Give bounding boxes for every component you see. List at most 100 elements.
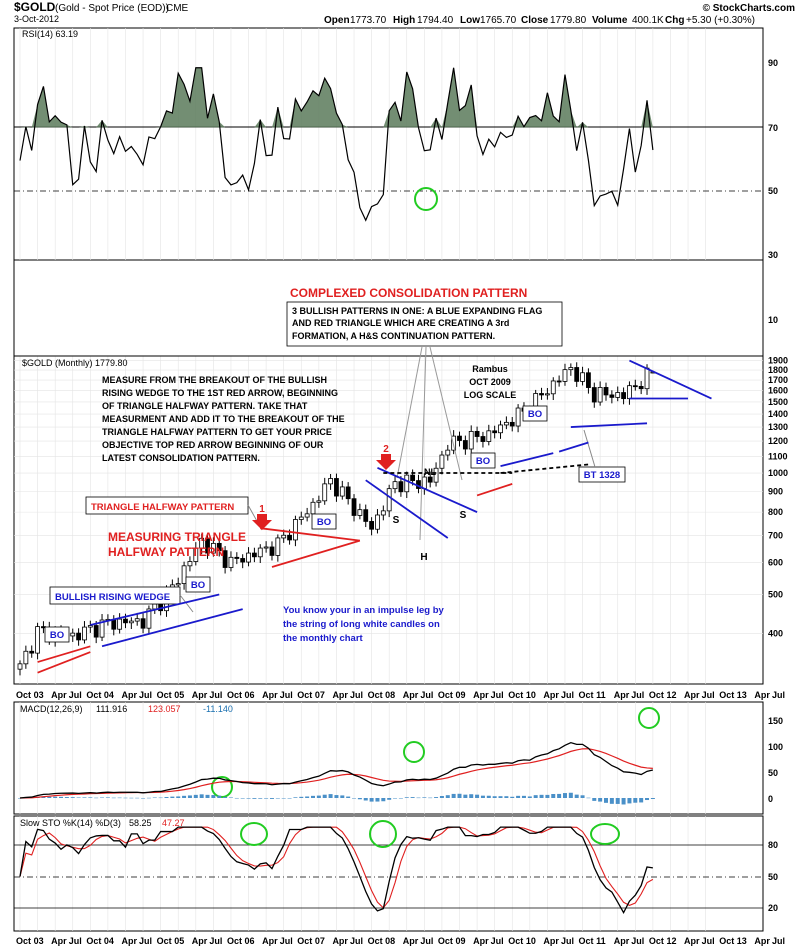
candle-body — [181, 565, 187, 584]
sto-tick-80: 80 — [768, 840, 778, 850]
candle-body — [128, 620, 134, 624]
candle-body — [240, 558, 246, 563]
macd-tick-150: 150 — [768, 716, 783, 726]
candle-body — [99, 619, 105, 638]
candle-body — [421, 476, 427, 489]
bo-text-3: BO — [317, 517, 331, 528]
macd-hist-bar — [621, 798, 626, 805]
candle-body — [152, 603, 158, 610]
macd-hist-bar — [604, 798, 608, 803]
volume-label: Volume — [592, 15, 628, 26]
candle-body — [433, 467, 439, 483]
red-wedge-upper — [37, 645, 91, 663]
x-axis-label: 09 — [456, 936, 466, 946]
candle-body — [392, 481, 398, 490]
candle-body — [357, 509, 363, 516]
macd-hist-bar — [521, 795, 526, 798]
sto-circle-2 — [369, 820, 397, 848]
x-axis-label: Oct — [438, 690, 453, 700]
macd-hist-bar — [451, 793, 456, 798]
candle-body — [609, 394, 615, 398]
macd-hist-bar — [615, 798, 620, 804]
bo-label-5: BO — [522, 405, 548, 422]
complexed-line-2: AND RED TRIANGLE WHICH ARE CREATING A 3r… — [292, 318, 509, 328]
measuring-triangle-1: MEASURING TRIANGLE — [108, 530, 246, 544]
macd-hist-bar — [100, 797, 105, 799]
bo-box-4 — [470, 452, 496, 469]
candle-body — [82, 626, 87, 641]
x-axis-label: 04 — [104, 690, 114, 700]
x-axis-label: Jul — [491, 690, 504, 700]
candle-body — [462, 440, 468, 450]
macd-hist-bar — [510, 796, 515, 798]
x-axis-label: Oct — [227, 936, 242, 946]
date: 3-Oct-2012 — [14, 14, 59, 24]
macd-hist-bar — [88, 797, 93, 798]
macd-hist-bar — [445, 795, 450, 798]
macd-hist-bar — [187, 795, 192, 798]
x-axis-label: 13 — [737, 690, 747, 700]
x-axis-label: Apr — [121, 936, 137, 946]
macd-hist-bar — [334, 795, 339, 798]
rsi-overbought-fill — [20, 67, 653, 128]
macd-hist-bar — [369, 798, 374, 802]
x-axis-label: Oct — [579, 936, 594, 946]
macd-label: MACD(12,26,9) — [20, 704, 83, 714]
bt-text: BT 1328 — [584, 470, 620, 481]
candle-body — [568, 367, 574, 371]
candle-body — [615, 392, 621, 398]
x-axis-label: Apr — [332, 936, 348, 946]
x-axis-label: Apr — [684, 690, 700, 700]
macd-hist-bar — [557, 793, 562, 798]
price-tick: 900 — [768, 486, 783, 496]
macd-hist-bar — [393, 798, 398, 799]
high-value: 1794.40 — [417, 15, 454, 26]
candle-body — [515, 407, 521, 427]
candle-body — [334, 478, 339, 497]
blue-wedge-upper — [90, 593, 220, 626]
macd-hist-bar — [152, 797, 157, 799]
rsi-low-circle — [414, 187, 438, 211]
macd-hist-bar — [322, 794, 327, 798]
x-axis-label: 04 — [104, 936, 114, 946]
x-axis-label: Oct — [649, 690, 664, 700]
candle-body — [246, 552, 251, 563]
copyright: © StockCharts.com — [703, 3, 796, 14]
measure-line-4: MEASURMENT AND ADD IT TO THE BREAKOUT OF… — [102, 414, 345, 424]
macd-hist-bar — [252, 798, 257, 799]
macd-hist-bar — [516, 795, 521, 798]
low-label: Low — [460, 15, 480, 26]
candle-body — [70, 632, 76, 637]
candle-body — [503, 421, 509, 426]
bullish-wedge-text: BULLISH RISING WEDGE — [55, 592, 170, 603]
macd-hist-bar — [199, 794, 204, 798]
candle-body — [322, 483, 328, 502]
price-tick: 1700 — [768, 375, 788, 385]
x-axis-label: Jul — [139, 936, 152, 946]
x-axis-label: Jul — [561, 936, 574, 946]
x-axis-label: Apr — [51, 690, 67, 700]
candle-body — [597, 387, 603, 403]
candle-body — [134, 618, 140, 622]
x-axis-label: Jul — [491, 936, 504, 946]
price-tick: 1000 — [768, 468, 788, 478]
candle-body — [457, 435, 462, 441]
x-axis-label: Apr — [403, 936, 419, 946]
low-value: 1765.70 — [480, 15, 517, 26]
header: $GOLD (Gold - Spot Price (EOD)) CME 3-Oc… — [14, 0, 795, 26]
red-small-triangle — [476, 483, 513, 497]
macd-hist-bar — [158, 797, 163, 799]
macd-hist-value: -11.140 — [203, 704, 233, 714]
x-axis-label: Oct — [368, 936, 383, 946]
bt-box — [578, 466, 626, 483]
rambus-line-1: Rambus — [472, 364, 508, 374]
macd-hist-bar — [639, 798, 644, 803]
bo-box-5 — [522, 405, 548, 422]
price-tick: 1600 — [768, 386, 788, 396]
instrument-name: (Gold - Spot Price (EOD)) — [55, 3, 169, 14]
macd-hist-bar — [129, 797, 134, 799]
macd-hist-bar — [422, 797, 427, 798]
candle-body — [87, 625, 93, 628]
macd-hist-bar — [416, 797, 421, 799]
candle-body — [439, 454, 445, 469]
